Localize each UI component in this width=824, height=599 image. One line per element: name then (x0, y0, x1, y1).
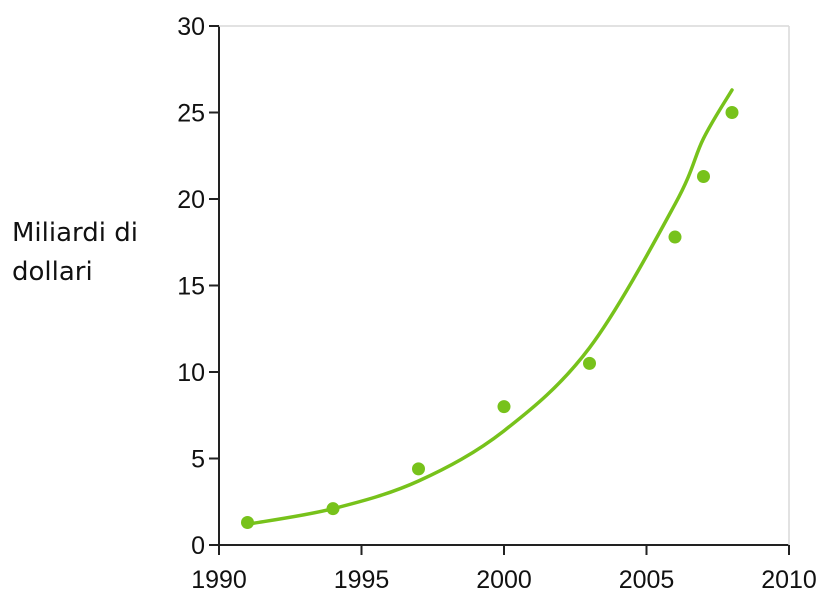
plot-frame (218, 25, 790, 546)
x-tick-label: 1995 (334, 566, 390, 594)
y-axis-title-line-1: Miliardi di (12, 218, 138, 248)
trend-line (245, 88, 734, 526)
data-point (668, 230, 682, 244)
y-tick-label: 30 (177, 13, 205, 41)
y-tick-label: 15 (177, 273, 205, 301)
data-point (241, 516, 254, 530)
data-point (412, 462, 425, 476)
x-tick-label: 2000 (476, 566, 532, 594)
y-axis-title-line-2: dollari (12, 257, 93, 287)
y-ticks: 0 5 10 15 20 25 30 (177, 13, 219, 560)
y-tick-label: 5 (191, 446, 205, 474)
series-layer (241, 88, 739, 530)
x-tick-label: 2010 (761, 566, 817, 594)
x-tick-label: 1990 (191, 566, 247, 594)
y-tick-label: 10 (177, 359, 205, 387)
y-tick-label: 20 (177, 186, 205, 214)
x-tick-label: 2005 (619, 566, 675, 594)
y-tick-label: 25 (177, 100, 205, 128)
data-point (497, 400, 511, 414)
data-point (326, 502, 340, 516)
data-point (725, 106, 739, 119)
y-axis-title: Miliardi di dollari (12, 218, 138, 287)
data-point (583, 356, 596, 370)
data-point (697, 170, 710, 184)
y-tick-label: 0 (191, 532, 205, 560)
x-ticks: 1990 1995 2000 2005 2010 (191, 545, 817, 594)
